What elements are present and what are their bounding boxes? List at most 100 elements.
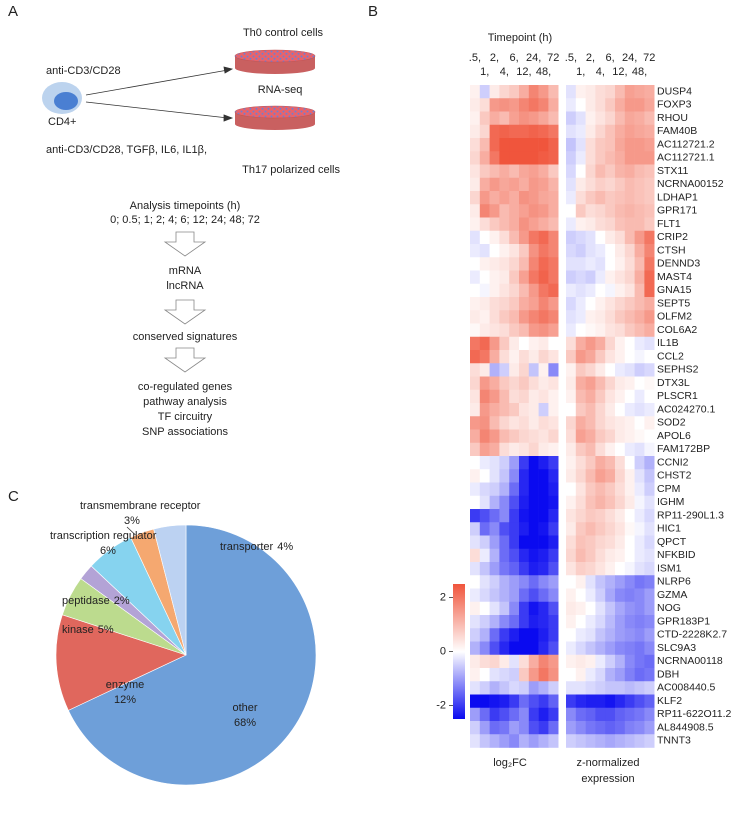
- heatmap-cell: [499, 734, 510, 748]
- heatmap-cell: [566, 124, 577, 139]
- heatmap-cell: [566, 138, 577, 152]
- heatmap-cell: [595, 283, 606, 298]
- heatmap-cell: [499, 641, 510, 656]
- heatmap-cell: [470, 721, 481, 735]
- heatmap-cell: [528, 244, 539, 258]
- heatmap-cell: [509, 336, 520, 351]
- heatmap-cell: [548, 270, 559, 285]
- heatmap-cell: [519, 363, 530, 377]
- heatmap-cell: [595, 442, 606, 457]
- heatmap-cell: [479, 336, 490, 351]
- gene-label: TNNT3: [657, 735, 691, 747]
- heatmap-cell: [575, 628, 586, 642]
- heatmap-cell: [470, 151, 481, 165]
- slice-value: 4%: [277, 541, 293, 553]
- heatmap-cell: [585, 177, 596, 192]
- slice-value: 5%: [98, 624, 114, 636]
- heatmap-cell: [605, 509, 616, 523]
- heatmap-cell: [585, 124, 596, 139]
- gene-label: NLRP6: [657, 576, 691, 588]
- heatmap-cell: [479, 244, 490, 258]
- heatmap-cell: [605, 469, 616, 483]
- gene-label: DUSP4: [657, 85, 692, 97]
- heatmap-cell: [615, 336, 626, 351]
- heatmap-cell: [585, 654, 596, 669]
- heatmap-cell: [499, 509, 510, 523]
- heatmap-cell: [615, 416, 626, 430]
- block-label: expression: [581, 773, 634, 785]
- heatmap-cell: [634, 403, 645, 417]
- heatmap-cell: [479, 376, 490, 391]
- heatmap-cell: [585, 363, 596, 377]
- heatmap-cell: [509, 297, 520, 311]
- heatmap-cell: [499, 336, 510, 351]
- heatmap-cell: [538, 124, 549, 139]
- heatmap-cell: [615, 138, 626, 152]
- heatmap-cell: [519, 469, 530, 483]
- heatmap-cell: [644, 615, 655, 629]
- heatmap-cell: [585, 588, 596, 603]
- heatmap-cell: [605, 707, 616, 722]
- heatmap-cell: [499, 482, 510, 497]
- heatmap-cell: [585, 548, 596, 563]
- heatmap-cell: [566, 270, 577, 285]
- heatmap-cell: [519, 177, 530, 192]
- heatmap-cell: [519, 111, 530, 126]
- heatmap-cell: [585, 217, 596, 232]
- heatmap-cell: [509, 575, 520, 589]
- gene-label: CRIP2: [657, 231, 688, 243]
- heatmap-cell: [624, 403, 635, 417]
- gene-label: IL1B: [657, 337, 679, 349]
- heatmap-cell: [624, 588, 635, 603]
- heatmap-cell: [575, 257, 586, 271]
- heatmap-cell: [548, 217, 559, 232]
- heatmap-cell: [479, 588, 490, 603]
- heatmap-cell: [519, 641, 530, 656]
- heatmap-cell: [605, 177, 616, 192]
- heatmap-cell: [489, 85, 500, 99]
- heatmap-cell: [624, 734, 635, 748]
- heatmap-cell: [595, 297, 606, 311]
- heatmap-cell: [519, 588, 530, 603]
- heatmap-cell: [499, 654, 510, 669]
- heatmap-cell: [566, 654, 577, 669]
- heatmap-cell: [479, 323, 490, 338]
- heatmap-cell: [528, 495, 539, 510]
- heatmap-cell: [499, 442, 510, 457]
- heatmap-cell: [548, 509, 559, 523]
- heatmap-cell: [548, 124, 559, 139]
- heatmap-cell: [538, 654, 549, 669]
- heatmap-cell: [634, 694, 645, 709]
- heatmap-cell: [575, 204, 586, 218]
- heatmap-cell: [615, 310, 626, 324]
- heatmap-cell: [499, 230, 510, 245]
- heatmap-cell: [479, 628, 490, 642]
- heatmap-cell: [499, 456, 510, 470]
- heatmap-cell: [509, 230, 520, 245]
- heatmap-cell: [489, 429, 500, 444]
- dish: [234, 105, 316, 130]
- heatmap-cell: [624, 442, 635, 457]
- heatmap-cell: [528, 217, 539, 232]
- heatmap-cell: [470, 310, 481, 324]
- heatmap-cell: [509, 535, 520, 550]
- heatmap-cell: [644, 734, 655, 748]
- heatmap-cell: [470, 482, 481, 497]
- heatmap-cell: [519, 456, 530, 470]
- heatmap-cell: [634, 111, 645, 126]
- heatmap-cell: [615, 628, 626, 642]
- heatmap-cell: [634, 191, 645, 205]
- heatmap-cell: [644, 628, 655, 642]
- heatmap-cell: [585, 707, 596, 722]
- gene-label: KLF2: [657, 695, 682, 707]
- heatmap-cell: [479, 456, 490, 470]
- heatmap-cell: [528, 668, 539, 682]
- heatmap-cell: [585, 482, 596, 497]
- heatmap-cell: [528, 323, 539, 338]
- heatmap-cell: [548, 204, 559, 218]
- heatmap-cell: [595, 257, 606, 271]
- heatmap-cell: [538, 310, 549, 324]
- heatmap-cell: [595, 323, 606, 338]
- heatmap-cell: [538, 85, 549, 99]
- heatmap-cell: [566, 389, 577, 404]
